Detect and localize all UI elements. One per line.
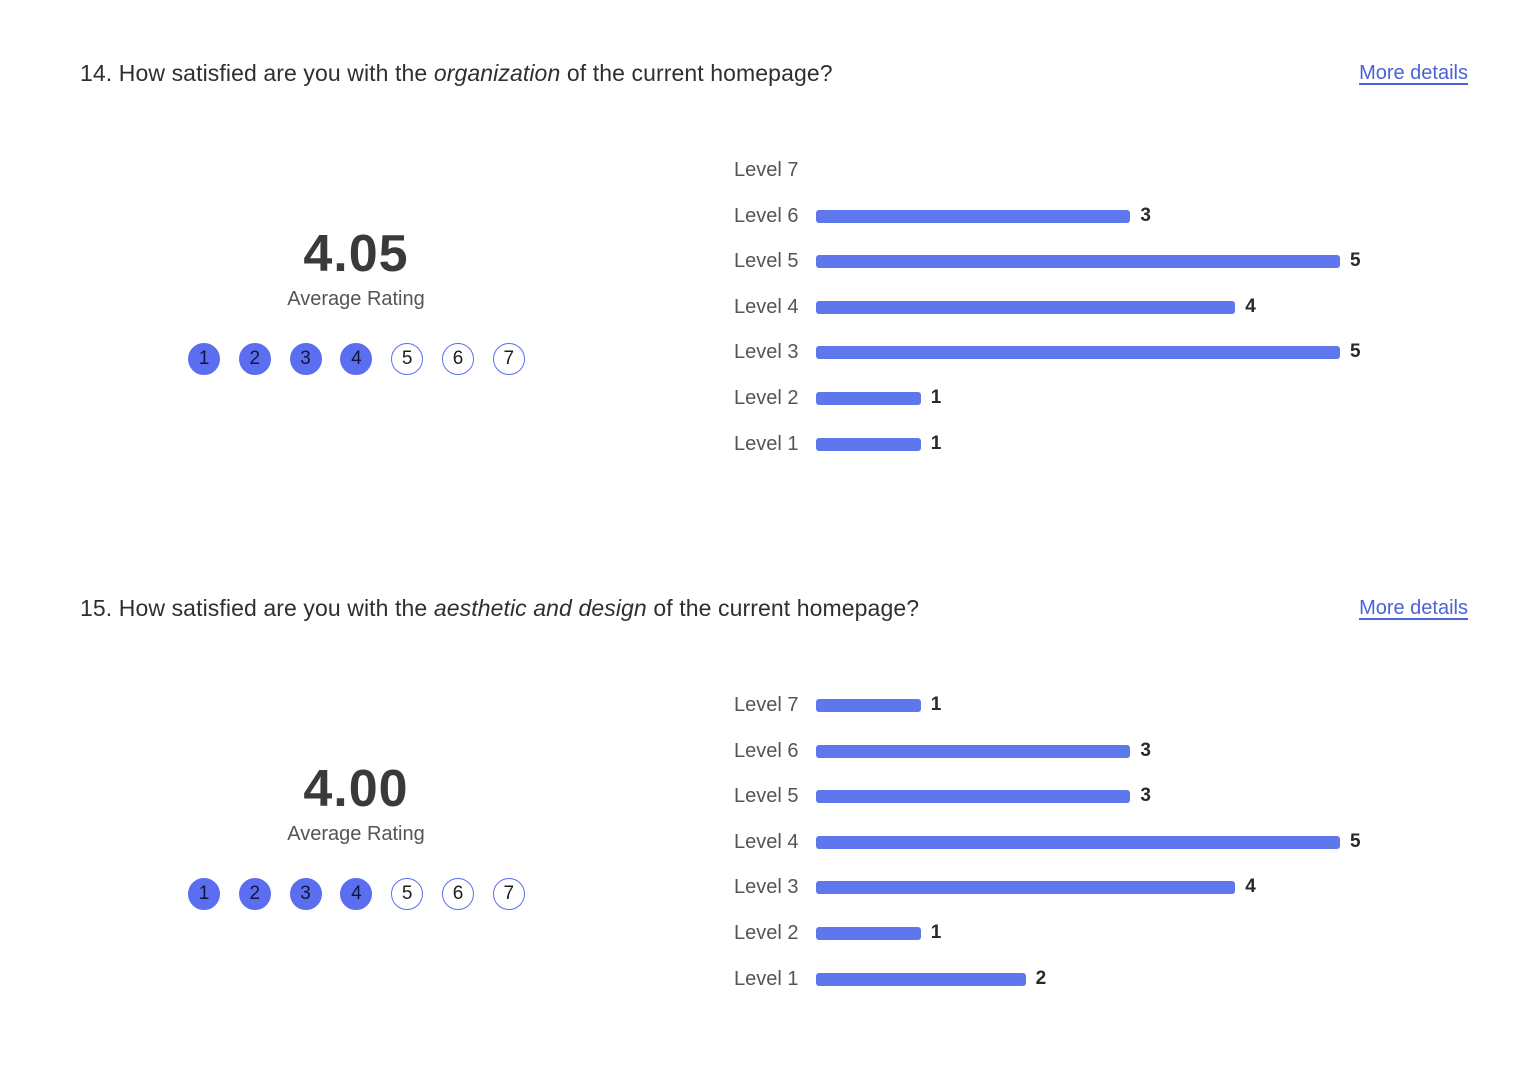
rating-dot-3: 3 <box>289 878 322 910</box>
level-bar <box>816 699 921 712</box>
question-15: 15. How satisfied are you with the aesth… <box>0 535 1536 1070</box>
average-rating-label: Average Rating <box>287 823 425 845</box>
rating-dot-3: 3 <box>289 343 322 375</box>
level-bar <box>816 346 1340 360</box>
rating-summary: 4.00 Average Rating <box>180 757 532 846</box>
question-text-before: How satisfied are you with the <box>118 60 428 86</box>
rating-dot-6: 6 <box>442 878 474 910</box>
level-label: Level 4 <box>734 830 799 853</box>
bar-value-label: 4 <box>1245 876 1256 898</box>
question-number: 14. <box>80 60 113 86</box>
question-title: 15. How satisfied are you with the aesth… <box>80 595 919 622</box>
level-label: Level 4 <box>734 295 799 318</box>
rating-dot-4: 4 <box>340 878 373 910</box>
bar-value-label: 1 <box>930 387 942 408</box>
more-details-link[interactable]: More details <box>1359 597 1468 619</box>
bar-value-label: 5 <box>1350 341 1361 363</box>
level-bar <box>816 744 1131 758</box>
level-label: Level 3 <box>734 876 799 899</box>
bar-value-label: 5 <box>1350 250 1361 272</box>
rating-dot-1: 1 <box>188 343 220 375</box>
bar-value-label: 5 <box>1350 830 1361 852</box>
bar-value-label: 4 <box>1245 295 1256 317</box>
level-bar <box>816 300 1236 314</box>
rating-dot-4: 4 <box>340 343 373 375</box>
level-label: Level 6 <box>734 204 799 227</box>
level-bar <box>816 209 1131 223</box>
level-bar <box>816 255 1340 269</box>
average-rating-value: 4.05 <box>303 225 409 283</box>
more-details-link[interactable]: More details <box>1359 62 1468 84</box>
average-rating-label: Average Rating <box>287 288 425 310</box>
question-title: 14. How satisfied are you with the organ… <box>80 60 833 87</box>
rating-dot-7: 7 <box>492 878 525 910</box>
rating-dot-2: 2 <box>238 878 271 910</box>
rating-dot-6: 6 <box>442 343 474 375</box>
level-bar <box>816 927 921 940</box>
level-label: Level 5 <box>734 250 799 273</box>
bar-value-label: 1 <box>930 432 942 454</box>
level-label: Level 7 <box>734 159 799 181</box>
question-text-emphasis: organization <box>433 60 561 86</box>
bar-value-label: 3 <box>1140 204 1151 226</box>
rating-dot-2: 2 <box>238 343 271 375</box>
level-bar <box>816 881 1236 895</box>
level-bar <box>816 835 1340 849</box>
bar-value-label: 1 <box>930 694 942 715</box>
level-label: Level 5 <box>734 785 799 808</box>
question-number: 15. <box>80 595 113 621</box>
level-bar <box>816 790 1131 804</box>
bar-value-label: 3 <box>1140 739 1151 761</box>
bar-value-label: 2 <box>1035 967 1047 989</box>
level-label: Level 1 <box>734 967 799 990</box>
bar-value-label: 1 <box>930 922 942 943</box>
level-label: Level 3 <box>734 341 799 364</box>
question-14: 14. How satisfied are you with the organ… <box>0 0 1536 535</box>
rating-dot-1: 1 <box>188 878 220 910</box>
bar-value-label: 3 <box>1140 785 1151 807</box>
level-label: Level 6 <box>734 739 799 762</box>
rating-dot-5: 5 <box>391 878 424 910</box>
level-label: Level 7 <box>734 694 799 716</box>
question-text-before: How satisfied are you with the <box>118 595 428 621</box>
level-bar <box>816 972 1026 986</box>
question-text-emphasis: aesthetic and design <box>433 595 647 621</box>
question-text-after: of the current homepage? <box>653 595 920 621</box>
level-bar <box>816 437 921 451</box>
rating-summary: 4.05 Average Rating <box>180 222 532 311</box>
rating-dot-7: 7 <box>492 343 525 375</box>
level-label: Level 1 <box>734 432 799 455</box>
average-rating-value: 4.00 <box>303 760 409 818</box>
question-text-after: of the current homepage? <box>566 60 833 86</box>
level-label: Level 2 <box>734 387 799 409</box>
rating-dot-5: 5 <box>391 343 424 375</box>
level-label: Level 2 <box>734 922 799 944</box>
level-bar <box>816 392 921 405</box>
